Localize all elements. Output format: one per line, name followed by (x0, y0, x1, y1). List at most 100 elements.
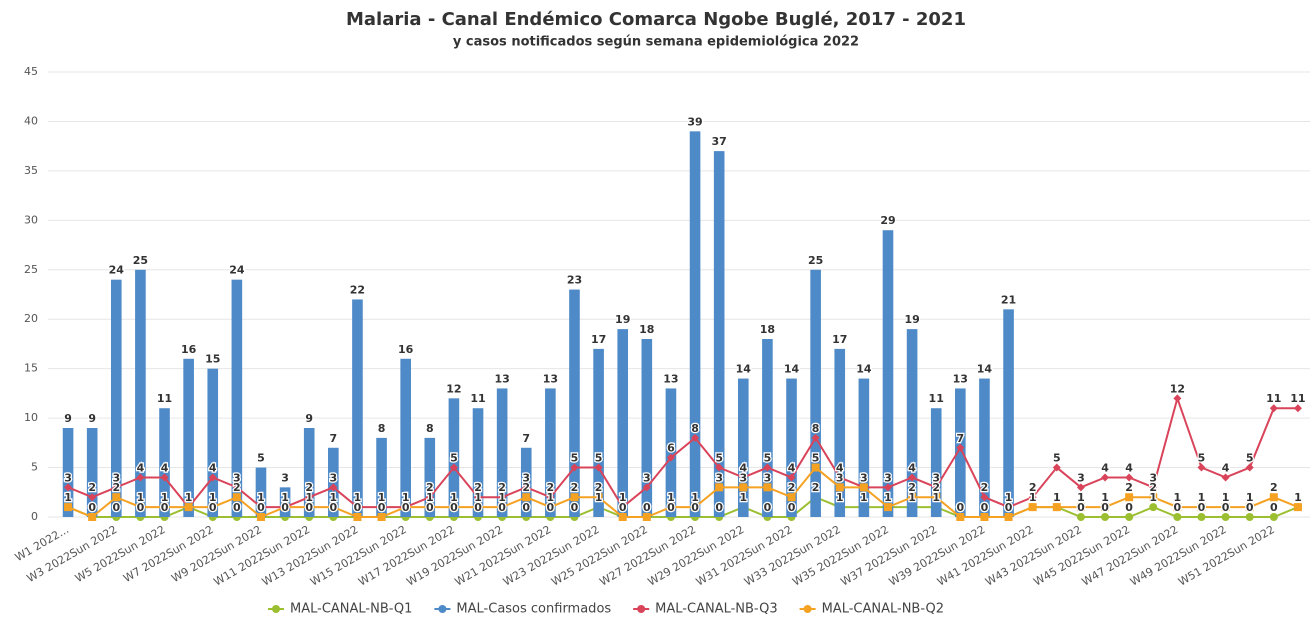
data-label: 0 (426, 501, 434, 514)
data-label: 1 (64, 491, 72, 504)
data-label: 15 (205, 353, 220, 366)
data-label: 0 (257, 501, 265, 514)
data-label: 12 (1170, 382, 1185, 395)
data-label: 5 (715, 452, 723, 465)
data-label: 2 (474, 481, 482, 494)
bar (713, 151, 725, 517)
data-label: 25 (133, 254, 148, 267)
bar (617, 329, 629, 517)
point (618, 513, 627, 521)
data-label: 1 (1222, 491, 1230, 504)
data-label: 1 (161, 491, 169, 504)
data-label: 1 (884, 491, 892, 504)
point (305, 493, 314, 502)
data-label: 1 (1198, 491, 1206, 504)
data-label: 3 (1077, 471, 1085, 484)
y-tick-label: 45 (24, 65, 38, 78)
point (1269, 493, 1278, 502)
line (67, 496, 1299, 518)
bar (328, 447, 339, 517)
bar (906, 329, 918, 517)
point (956, 443, 965, 452)
line (67, 394, 1298, 509)
bar (737, 378, 749, 517)
data-label: 0 (1198, 501, 1206, 514)
data-label: 1 (908, 491, 916, 504)
data-label: 0 (354, 501, 362, 514)
legend-item: MAL-Casos confirmados (434, 602, 611, 617)
point (305, 503, 314, 512)
point (956, 513, 965, 521)
point (908, 473, 917, 482)
data-label: 3 (764, 471, 772, 484)
point (377, 513, 386, 521)
data-label: 1 (1174, 491, 1182, 504)
point (1149, 483, 1158, 492)
bar (689, 131, 701, 518)
data-label: 2 (1029, 481, 1037, 494)
data-label: 4 (161, 461, 169, 474)
data-label: 1 (1077, 491, 1085, 504)
data-label: 2 (788, 481, 796, 494)
data-label: 2 (981, 481, 989, 494)
point (329, 503, 338, 512)
point (498, 503, 507, 512)
data-label: 0 (354, 501, 362, 514)
bar (110, 279, 122, 517)
data-label: 0 (667, 501, 675, 514)
point (208, 473, 217, 482)
point (642, 483, 651, 492)
point (232, 483, 241, 492)
point (618, 503, 627, 512)
point (1004, 503, 1013, 512)
data-label: 1 (474, 491, 482, 504)
data-label: 1 (1149, 491, 1157, 504)
bar (762, 339, 773, 517)
point (1125, 493, 1134, 502)
legend-item: MAL-CANAL-NB-Q1 (268, 602, 412, 617)
legend-symbol (438, 605, 447, 613)
data-label: 1 (329, 491, 337, 504)
data-label: 1 (836, 491, 844, 504)
data-label: 3 (1149, 471, 1157, 484)
point (208, 503, 217, 512)
data-label: 3 (739, 471, 747, 484)
data-label: 1 (402, 491, 410, 504)
point (594, 463, 603, 472)
data-label: 0 (257, 501, 265, 514)
bar (279, 487, 291, 517)
bar (303, 428, 315, 517)
data-label: 2 (932, 481, 940, 494)
data-label: 0 (209, 501, 217, 514)
point (160, 473, 169, 482)
data-label: 7 (956, 432, 964, 445)
point (377, 503, 386, 512)
point (353, 503, 362, 512)
data-label: 0 (450, 501, 458, 514)
point (1101, 513, 1110, 521)
bar (882, 230, 894, 517)
point (691, 433, 700, 442)
point (88, 493, 97, 502)
legend-label: MAL-CANAL-NB-Q1 (290, 602, 412, 617)
point (1004, 513, 1013, 521)
data-label: 3 (281, 471, 289, 484)
y-tick-label: 35 (24, 164, 38, 177)
data-label: 2 (305, 481, 313, 494)
x-tick-label: W5 2022Sun 2022 (73, 523, 168, 585)
data-label: 1 (402, 491, 410, 504)
bar (448, 398, 460, 517)
bar (930, 408, 942, 517)
data-label: 0 (981, 501, 989, 514)
bar (545, 388, 556, 517)
point (739, 483, 748, 492)
point (112, 483, 121, 492)
bar (641, 339, 653, 517)
point (570, 463, 579, 472)
data-label: 2 (908, 481, 916, 494)
data-label: 3 (836, 471, 844, 484)
data-label: 9 (305, 412, 313, 425)
point (908, 493, 917, 502)
data-label: 3 (233, 471, 241, 484)
data-label: 14 (856, 363, 872, 376)
